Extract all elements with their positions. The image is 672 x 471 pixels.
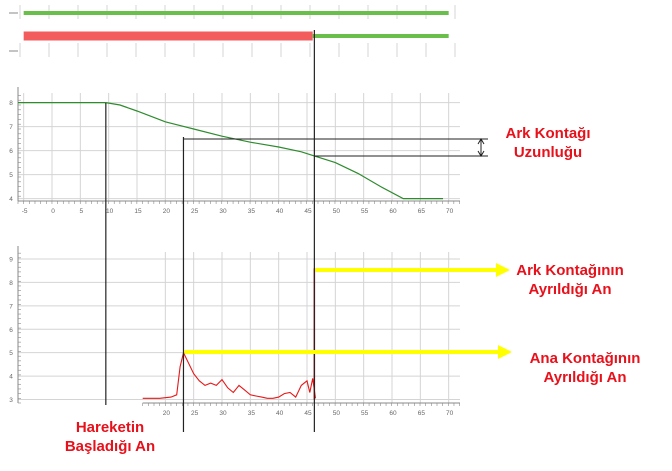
current-x-tick-label: 40 xyxy=(276,410,284,417)
axes xyxy=(9,12,460,406)
travel-x-tick-label: 0 xyxy=(51,208,55,215)
travel-y-tick-label: 8 xyxy=(9,100,13,107)
main-contact-separation-line1: Ana Kontağının xyxy=(529,350,641,367)
current-x-tick-label: 20 xyxy=(163,410,171,417)
arc-contact-length-label: Ark Kontağı Uzunluğu xyxy=(478,124,618,162)
arc-contact-separation-label: Ark Kontağının Ayrıldığı An xyxy=(500,261,640,299)
travel-x-tick-label: 40 xyxy=(276,208,284,215)
travel-y-tick-label: 6 xyxy=(9,148,13,155)
motion-start-line1: Hareketin xyxy=(75,419,145,436)
travel-y-tick-label: 5 xyxy=(9,172,13,179)
main-separation-arrow-head xyxy=(498,345,512,359)
motion-start-label: Hareketin Başladığı An xyxy=(40,418,180,456)
current-x-tick-label: 70 xyxy=(446,410,454,417)
arc-length-arrowhead-up xyxy=(477,138,485,145)
arc-contact-length-line1: Ark Kontağı xyxy=(505,125,591,142)
travel-x-tick-label: 55 xyxy=(361,208,369,215)
travel-x-tick-label: 10 xyxy=(106,208,114,215)
travel-x-tick-label: 15 xyxy=(134,208,142,215)
travel-x-tick-label: 5 xyxy=(80,208,84,215)
current-y-tick-label: 4 xyxy=(9,374,13,381)
current-x-tick-label: 25 xyxy=(191,410,199,417)
current-y-tick-label: 5 xyxy=(9,350,13,357)
travel-y-tick-label: 4 xyxy=(9,196,13,203)
arc-contact-separation-line2: Ayrıldığı An xyxy=(528,281,612,298)
highlight-arrows xyxy=(184,263,512,359)
event-markers xyxy=(105,30,488,432)
current-x-tick-label: 35 xyxy=(248,410,256,417)
travel-x-tick-label: 65 xyxy=(418,208,426,215)
main-contact-separation-line2: Ayrıldığı An xyxy=(543,369,627,386)
travel-x-tick-label: 25 xyxy=(191,208,199,215)
main-contact-separation-label: Ana Kontağının Ayrıldığı An xyxy=(510,349,660,387)
travel-x-tick-label: 45 xyxy=(304,208,312,215)
travel-x-tick-label: -5 xyxy=(22,208,28,215)
current-x-tick-label: 30 xyxy=(219,410,227,417)
arc-contact-length-line2: Uzunluğu xyxy=(513,144,583,161)
current-x-tick-label: 60 xyxy=(389,410,397,417)
travel-x-tick-label: 35 xyxy=(248,208,256,215)
arc-contact-separation-line1: Ark Kontağının xyxy=(516,262,624,279)
travel-x-tick-label: 50 xyxy=(333,208,341,215)
current-y-tick-label: 6 xyxy=(9,327,13,334)
travel-y-tick-label: 7 xyxy=(9,124,13,131)
motion-start-line2: Başladığı An xyxy=(64,438,156,455)
travel-x-tick-label: 20 xyxy=(163,208,171,215)
arc-separation-arrow-head xyxy=(496,263,510,277)
current-x-tick-label: 45 xyxy=(304,410,312,417)
current-x-tick-label: 55 xyxy=(361,410,369,417)
current-x-tick-label: 65 xyxy=(418,410,426,417)
current-y-tick-label: 7 xyxy=(9,303,13,310)
arc-length-arrowhead-down xyxy=(477,150,485,157)
travel-curve xyxy=(18,101,443,200)
current-x-tick-label: 50 xyxy=(333,410,341,417)
series xyxy=(18,11,449,400)
current-trace xyxy=(142,351,317,399)
travel-x-tick-label: 70 xyxy=(446,208,454,215)
travel-x-tick-label: 30 xyxy=(219,208,227,215)
current-y-tick-label: 8 xyxy=(9,280,13,287)
travel-x-tick-label: 60 xyxy=(389,208,397,215)
current-y-tick-label: 9 xyxy=(9,257,13,264)
current-y-tick-label: 3 xyxy=(9,397,13,404)
